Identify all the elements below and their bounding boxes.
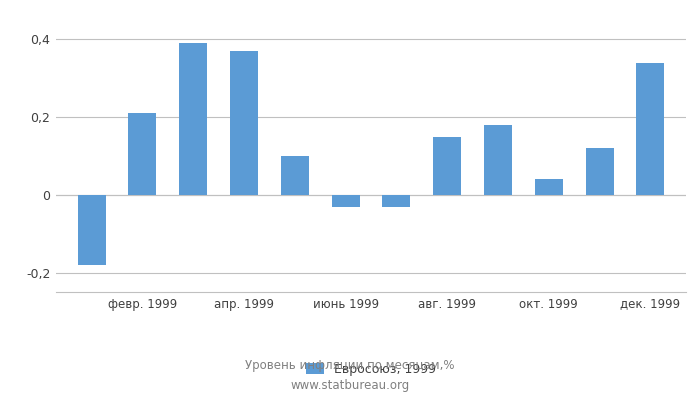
- Bar: [433, 136, 461, 195]
- Text: Уровень инфляции по месяцам,%: Уровень инфляции по месяцам,%: [245, 360, 455, 372]
- Text: www.statbureau.org: www.statbureau.org: [290, 380, 410, 392]
- Bar: [636, 63, 664, 195]
- Bar: [281, 156, 309, 195]
- Legend: Евросоюз, 1999: Евросоюз, 1999: [300, 358, 442, 381]
- Bar: [535, 179, 563, 195]
- Bar: [382, 195, 410, 206]
- Bar: [484, 125, 512, 195]
- Bar: [179, 43, 207, 195]
- Bar: [78, 195, 106, 265]
- Bar: [128, 113, 156, 195]
- Bar: [230, 51, 258, 195]
- Bar: [332, 195, 360, 206]
- Bar: [586, 148, 614, 195]
